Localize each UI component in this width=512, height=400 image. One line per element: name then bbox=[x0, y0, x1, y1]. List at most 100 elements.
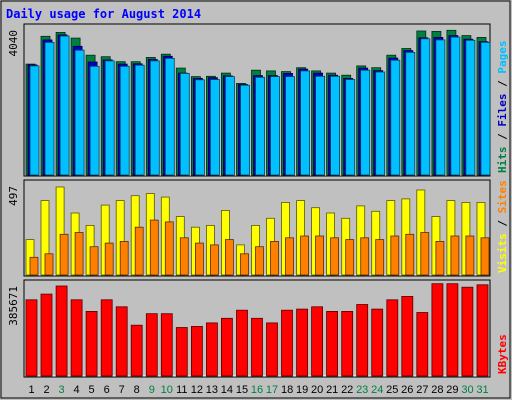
bar-kbytes-20 bbox=[311, 306, 324, 377]
bar-pages-3 bbox=[59, 35, 70, 176]
x-label-31: 31 bbox=[476, 384, 488, 396]
bar-sites-27 bbox=[420, 232, 430, 276]
bar-pages-5 bbox=[89, 65, 100, 176]
bar-pages-20 bbox=[315, 75, 326, 176]
bar-pages-6 bbox=[104, 60, 115, 176]
legend-sites: Sites bbox=[496, 180, 509, 213]
bar-kbytes-12 bbox=[190, 325, 203, 377]
bar-pages-15 bbox=[240, 84, 250, 176]
bar-kbytes-18 bbox=[281, 309, 293, 377]
x-label-6: 6 bbox=[104, 384, 110, 396]
bar-sites-5 bbox=[89, 246, 99, 276]
bar-sites-6 bbox=[104, 242, 114, 276]
bar-pages-8 bbox=[134, 64, 145, 176]
bar-sites-31 bbox=[480, 237, 490, 276]
bar-kbytes-25 bbox=[386, 299, 399, 377]
bar-pages-11 bbox=[179, 73, 190, 176]
bar-pages-24 bbox=[375, 71, 386, 176]
x-label-30: 30 bbox=[461, 384, 473, 396]
bar-kbytes-9 bbox=[145, 313, 158, 377]
x-label-5: 5 bbox=[89, 384, 95, 396]
panel-legend: Visits / Sites bbox=[496, 180, 509, 273]
bar-kbytes-11 bbox=[175, 327, 188, 377]
bar-sites-8 bbox=[134, 226, 144, 276]
bar-pages-13 bbox=[209, 79, 220, 176]
bar-sites-23 bbox=[360, 237, 370, 276]
bar-sites-18 bbox=[285, 237, 294, 276]
bar-sites-14 bbox=[224, 239, 234, 276]
legend-files: Files bbox=[496, 94, 509, 127]
x-label-4: 4 bbox=[74, 384, 80, 396]
x-label-11: 11 bbox=[176, 384, 187, 396]
bar-kbytes-6 bbox=[100, 299, 113, 377]
legend-separator: / bbox=[496, 74, 509, 94]
bar-sites-28 bbox=[435, 240, 445, 276]
bar-sites-1 bbox=[29, 256, 39, 276]
bar-pages-30 bbox=[465, 39, 476, 176]
bar-kbytes-3 bbox=[55, 285, 68, 377]
bar-pages-19 bbox=[300, 70, 311, 176]
bar-pages-1 bbox=[29, 65, 40, 176]
bar-pages-21 bbox=[330, 75, 341, 176]
bar-pages-16 bbox=[255, 76, 265, 176]
x-label-19: 19 bbox=[296, 384, 308, 396]
bar-kbytes-23 bbox=[356, 304, 369, 377]
x-label-17: 17 bbox=[266, 384, 278, 396]
x-label-9: 9 bbox=[149, 384, 155, 396]
bar-kbytes-7 bbox=[115, 306, 128, 377]
x-label-18: 18 bbox=[281, 384, 293, 396]
x-label-20: 20 bbox=[311, 384, 323, 396]
x-label-29: 29 bbox=[446, 384, 458, 396]
x-label-1: 1 bbox=[28, 384, 34, 396]
bar-kbytes-30 bbox=[461, 286, 474, 377]
bar-kbytes-21 bbox=[326, 310, 339, 377]
legend-separator: / bbox=[496, 127, 509, 147]
bar-pages-22 bbox=[345, 79, 356, 176]
bar-sites-26 bbox=[405, 233, 415, 276]
bar-pages-9 bbox=[149, 60, 160, 176]
bar-kbytes-8 bbox=[130, 324, 143, 377]
bar-pages-7 bbox=[119, 65, 130, 176]
x-label-3: 3 bbox=[59, 384, 65, 396]
panel-middle: 497 Visits / Sites bbox=[7, 179, 509, 277]
bar-kbytes-15 bbox=[236, 309, 248, 377]
x-label-15: 15 bbox=[236, 384, 248, 396]
x-label-22: 22 bbox=[341, 384, 353, 396]
bar-sites-7 bbox=[119, 240, 129, 276]
bar-kbytes-24 bbox=[371, 308, 384, 377]
bar-kbytes-13 bbox=[205, 322, 218, 377]
y-max-label: 497 bbox=[7, 186, 20, 206]
bar-sites-20 bbox=[315, 235, 325, 276]
bar-pages-4 bbox=[74, 49, 85, 176]
bar-sites-12 bbox=[194, 242, 204, 276]
x-label-23: 23 bbox=[356, 384, 368, 396]
bar-pages-25 bbox=[390, 59, 401, 176]
bar-sites-2 bbox=[44, 253, 54, 276]
bar-pages-12 bbox=[194, 79, 205, 176]
bar-kbytes-19 bbox=[296, 308, 309, 377]
bar-sites-19 bbox=[300, 235, 310, 276]
bar-kbytes-16 bbox=[251, 317, 263, 377]
bar-pages-27 bbox=[420, 38, 431, 176]
legend-pages: Pages bbox=[496, 41, 509, 74]
x-label-21: 21 bbox=[326, 384, 338, 396]
x-label-2: 2 bbox=[43, 384, 49, 396]
bar-sites-25 bbox=[390, 235, 400, 276]
x-label-25: 25 bbox=[386, 384, 398, 396]
bar-kbytes-27 bbox=[416, 312, 429, 377]
bar-kbytes-31 bbox=[476, 284, 489, 377]
bar-sites-22 bbox=[345, 239, 355, 276]
bar-sites-13 bbox=[209, 244, 219, 276]
x-label-27: 27 bbox=[416, 384, 428, 396]
bar-kbytes-5 bbox=[85, 310, 98, 377]
x-label-26: 26 bbox=[401, 384, 413, 396]
bar-sites-4 bbox=[74, 232, 84, 276]
legend-hits: Hits bbox=[496, 147, 509, 174]
bar-kbytes-10 bbox=[160, 313, 173, 377]
x-label-13: 13 bbox=[206, 384, 218, 396]
bar-sites-30 bbox=[465, 235, 475, 276]
x-label-7: 7 bbox=[119, 384, 125, 396]
x-label-24: 24 bbox=[371, 384, 383, 396]
